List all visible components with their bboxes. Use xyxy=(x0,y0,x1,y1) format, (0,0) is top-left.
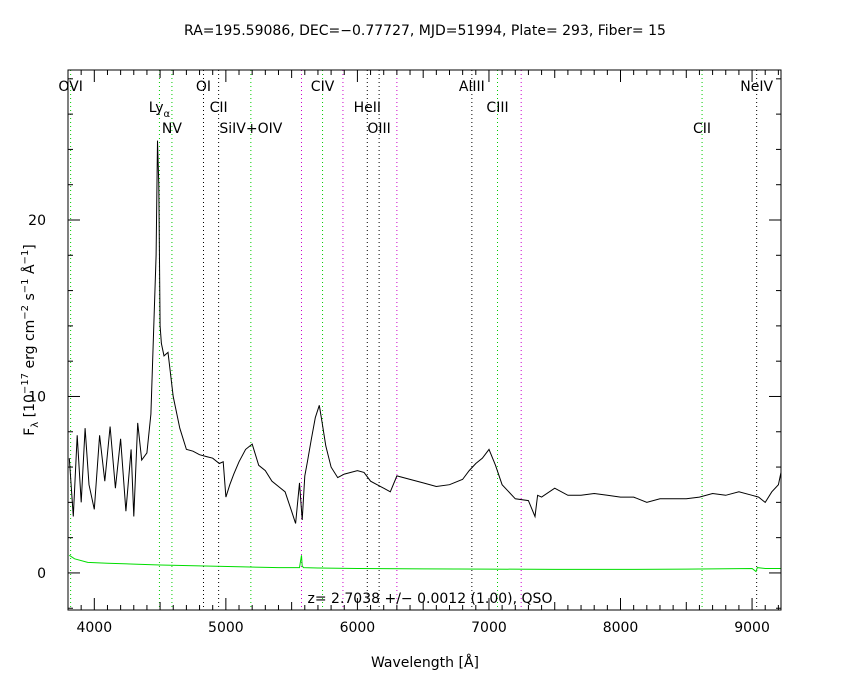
y-axis-label: Fλ [10−17 erg cm−2 s−1 Å−1] xyxy=(20,244,41,436)
line-label-7: CIV xyxy=(311,79,335,95)
line-markers xyxy=(70,70,758,610)
y-tick-label: 10 xyxy=(28,389,46,405)
chart-title: RA=195.59086, DEC=−0.77727, MJD=51994, P… xyxy=(184,23,666,39)
line-label-5: SiIV+OIV xyxy=(219,121,282,137)
plot-frame xyxy=(67,69,782,611)
series-layer xyxy=(68,140,782,573)
line-label-9: HeII xyxy=(354,100,381,116)
line-label-16: NeIV xyxy=(740,79,773,95)
line-label-3: OI xyxy=(196,79,211,95)
x-tick-label: 4000 xyxy=(76,620,112,636)
line-label-15: CII xyxy=(693,121,711,137)
line-label-12: AlIII xyxy=(459,79,485,95)
line-labels: OVILyαNVOICIISiIV+OIVCIVHeIIOIIIAlIIICII… xyxy=(58,79,773,137)
x-tick-label: 9000 xyxy=(734,620,770,636)
x-tick-label: 7000 xyxy=(471,620,507,636)
y-tick-label: 20 xyxy=(28,213,46,229)
x-tick-label: 8000 xyxy=(603,620,639,636)
line-label-1: Lyα xyxy=(149,100,171,120)
y-tick-label: 0 xyxy=(37,566,46,582)
line-label-0: OVI xyxy=(58,79,82,95)
redshift-annotation: z= 2.7038 +/− 0.0012 (1.00), QSO xyxy=(308,591,553,607)
line-label-2: NV xyxy=(162,121,182,137)
error-series-line xyxy=(69,554,781,573)
x-axis-label: Wavelength [Å] xyxy=(371,654,479,671)
x-tick-label: 5000 xyxy=(208,620,244,636)
line-label-13: CIII xyxy=(486,100,508,116)
axis-ticks: 4000 5000 6000 7000 8000 9000 0 10 20 xyxy=(28,70,781,636)
flux-series-line xyxy=(68,140,782,524)
x-tick-label: 6000 xyxy=(340,620,376,636)
line-label-10: OIII xyxy=(367,121,390,137)
line-label-4: CII xyxy=(210,100,228,116)
